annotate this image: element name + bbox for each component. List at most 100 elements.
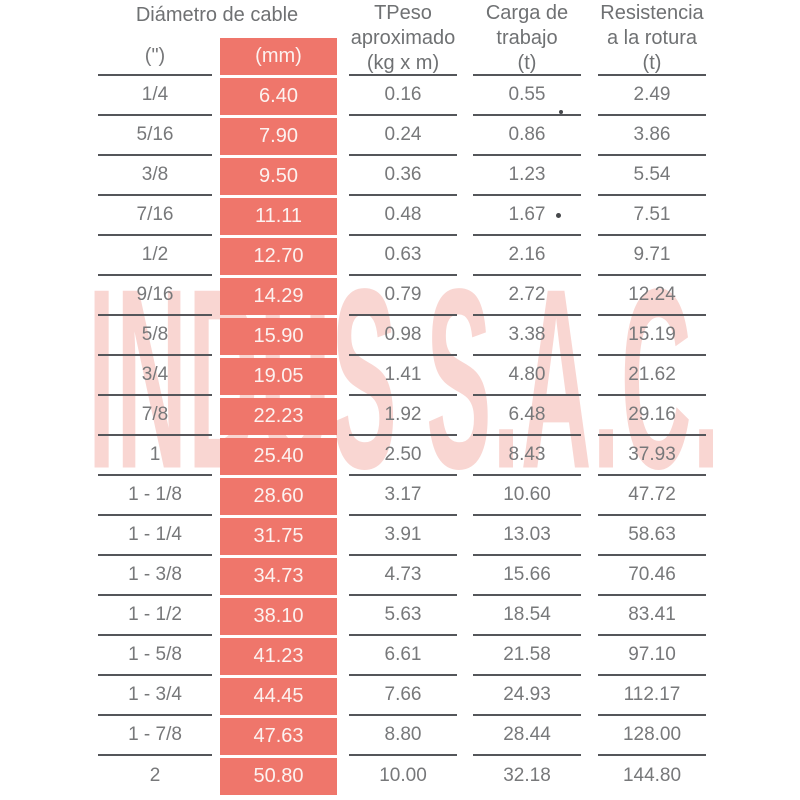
cell-in-row-6: 5/8	[98, 316, 212, 356]
column-resistencia-values: 2.49 3.86 5.54 7.51 9.71 12.24 15.19 21.62 29.16…	[598, 38, 706, 796]
cell-carga-row-10: 10.60	[473, 476, 581, 516]
cell-res-row-15: 112.17	[598, 676, 706, 716]
cell-carga-row-4: 2.16	[473, 236, 581, 276]
cell-peso-row-14: 6.61	[349, 636, 457, 676]
cell-carga-row-12: 15.66	[473, 556, 581, 596]
cell-mm-row-2: 9.50	[220, 158, 337, 195]
cell-carga-row-11: 13.03	[473, 516, 581, 556]
cell-peso-row-4: 0.63	[349, 236, 457, 276]
company-watermark: INDUS S.A.C.	[88, 234, 721, 523]
cell-in-row-2: 3/8	[98, 156, 212, 196]
cell-carga-row-7: 4.80	[473, 356, 581, 396]
cell-in-row-8: 7/8	[98, 396, 212, 436]
header-cell-mm: (mm)	[220, 38, 337, 75]
cell-res-row-7: 21.62	[598, 356, 706, 396]
cell-peso-row-6: 0.98	[349, 316, 457, 356]
cell-in-row-13: 1 - 1/2	[98, 596, 212, 636]
cell-peso-row-16: 8.80	[349, 716, 457, 756]
cell-peso-row-9: 2.50	[349, 436, 457, 476]
cell-mm-row-10: 28.60	[220, 478, 337, 515]
cell-res-row-4: 9.71	[598, 236, 706, 276]
cell-in-row-7: 3/4	[98, 356, 212, 396]
cell-in-row-0: 1/4	[98, 76, 212, 116]
cell-mm-row-3: 11.11	[220, 198, 337, 235]
cell-mm-row-9: 25.40	[220, 438, 337, 475]
cell-peso-row-2: 0.36	[349, 156, 457, 196]
cell-in-row-1: 5/16	[98, 116, 212, 156]
cell-in-row-16: 1 - 7/8	[98, 716, 212, 756]
cell-res-row-16: 128.00	[598, 716, 706, 756]
cell-peso-row-12: 4.73	[349, 556, 457, 596]
cell-carga-row-3: 1.67	[473, 196, 581, 236]
cell-in-row-12: 1 - 3/8	[98, 556, 212, 596]
cell-peso-row-0: 0.16	[349, 76, 457, 116]
cell-carga-row-5: 2.72	[473, 276, 581, 316]
cell-mm-row-16: 47.63	[220, 718, 337, 755]
column-header-carga-de-trabajo: Carga de trabajo (t)	[485, 2, 569, 74]
cell-res-row-1: 3.86	[598, 116, 706, 156]
cell-peso-row-7: 1.41	[349, 356, 457, 396]
cell-carga-row-2: 1.23	[473, 156, 581, 196]
cell-carga-row-17: 32.18	[503, 765, 551, 786]
cell-mm-row-15: 44.45	[220, 678, 337, 715]
artifact-dot	[559, 110, 563, 114]
cell-in-row-3: 7/16	[98, 196, 212, 236]
column-header-resistencia-rotura: Resistencia a la rotura (t)	[600, 2, 704, 74]
cell-mm-row-5: 14.29	[220, 278, 337, 315]
cell-peso-row-17: 10.00	[379, 765, 427, 786]
cell-peso-row-11: 3.91	[349, 516, 457, 556]
cell-in-row-9: 1	[98, 436, 212, 476]
cell-res-row-12: 70.46	[598, 556, 706, 596]
cell-in-row-14: 1 - 5/8	[98, 636, 212, 676]
cell-carga-row-16: 28.44	[473, 716, 581, 756]
cell-res-row-2: 5.54	[598, 156, 706, 196]
column-header-peso-aproximado: TPeso aproximado (kg x m)	[350, 2, 456, 74]
cell-peso-row-5: 0.79	[349, 276, 457, 316]
cell-mm-row-6: 15.90	[220, 318, 337, 355]
cell-res-row-5: 12.24	[598, 276, 706, 316]
cell-res-row-6: 15.19	[598, 316, 706, 356]
cell-mm-row-12: 34.73	[220, 558, 337, 595]
cell-res-row-9: 37.93	[598, 436, 706, 476]
cell-res-row-0: 2.49	[598, 76, 706, 116]
header-cell-carga	[473, 38, 581, 76]
column-carga-values: 0.55 0.86 1.23 1.67 2.16 2.72 3.38 4.80 6.48 8.43…	[473, 38, 581, 796]
artifact-dot	[556, 213, 561, 218]
column-peso-values: 0.16 0.24 0.36 0.48 0.63 0.79 0.98 1.41 1.92 2.50…	[349, 38, 457, 796]
cell-in-row-15: 1 - 3/4	[98, 676, 212, 716]
cell-carga-row-8: 6.48	[473, 396, 581, 436]
column-diameter-mm: (mm) 6.40 7.90 9.50 11.11 12.70 14.29 15.90 19.0…	[220, 38, 337, 798]
cell-peso-row-8: 1.92	[349, 396, 457, 436]
column-diameter-inches: (") 1/4 5/16 3/8 7/16 1/2 9/16 5/8 3/4 7/8 1 1 - 1/…	[98, 38, 212, 796]
cell-carga-row-0: 0.55	[473, 76, 581, 116]
cell-carga-row-15: 24.93	[473, 676, 581, 716]
cell-in-row-5: 9/16	[98, 276, 212, 316]
cell-carga-row-9: 8.43	[473, 436, 581, 476]
cell-peso-row-10: 3.17	[349, 476, 457, 516]
cell-mm-row-7: 19.05	[220, 358, 337, 395]
cell-peso-row-13: 5.63	[349, 596, 457, 636]
cell-carga-row-13: 18.54	[473, 596, 581, 636]
cell-res-row-11: 58.63	[598, 516, 706, 556]
cell-res-row-14: 97.10	[598, 636, 706, 676]
header-cell-res	[598, 38, 706, 76]
cell-in-row-4: 1/2	[98, 236, 212, 276]
cell-res-row-10: 47.72	[598, 476, 706, 516]
cell-peso-row-15: 7.66	[349, 676, 457, 716]
cell-carga-row-14: 21.58	[473, 636, 581, 676]
cell-res-row-3: 7.51	[598, 196, 706, 236]
cell-in-row-11: 1 - 1/4	[98, 516, 212, 556]
cell-mm-row-8: 22.23	[220, 398, 337, 435]
cell-res-row-8: 29.16	[598, 396, 706, 436]
cell-mm-row-4: 12.70	[220, 238, 337, 275]
cell-res-row-17: 144.80	[622, 765, 682, 786]
header-cell-in: (")	[98, 38, 212, 76]
header-cell-peso	[349, 38, 457, 76]
cell-in-row-17: 2	[149, 765, 161, 786]
cell-mm-row-11: 31.75	[220, 518, 337, 555]
cell-mm-row-14: 41.23	[220, 638, 337, 675]
cell-carga-row-6: 3.38	[473, 316, 581, 356]
cell-carga-row-1: 0.86	[473, 116, 581, 156]
cell-res-row-13: 83.41	[598, 596, 706, 636]
